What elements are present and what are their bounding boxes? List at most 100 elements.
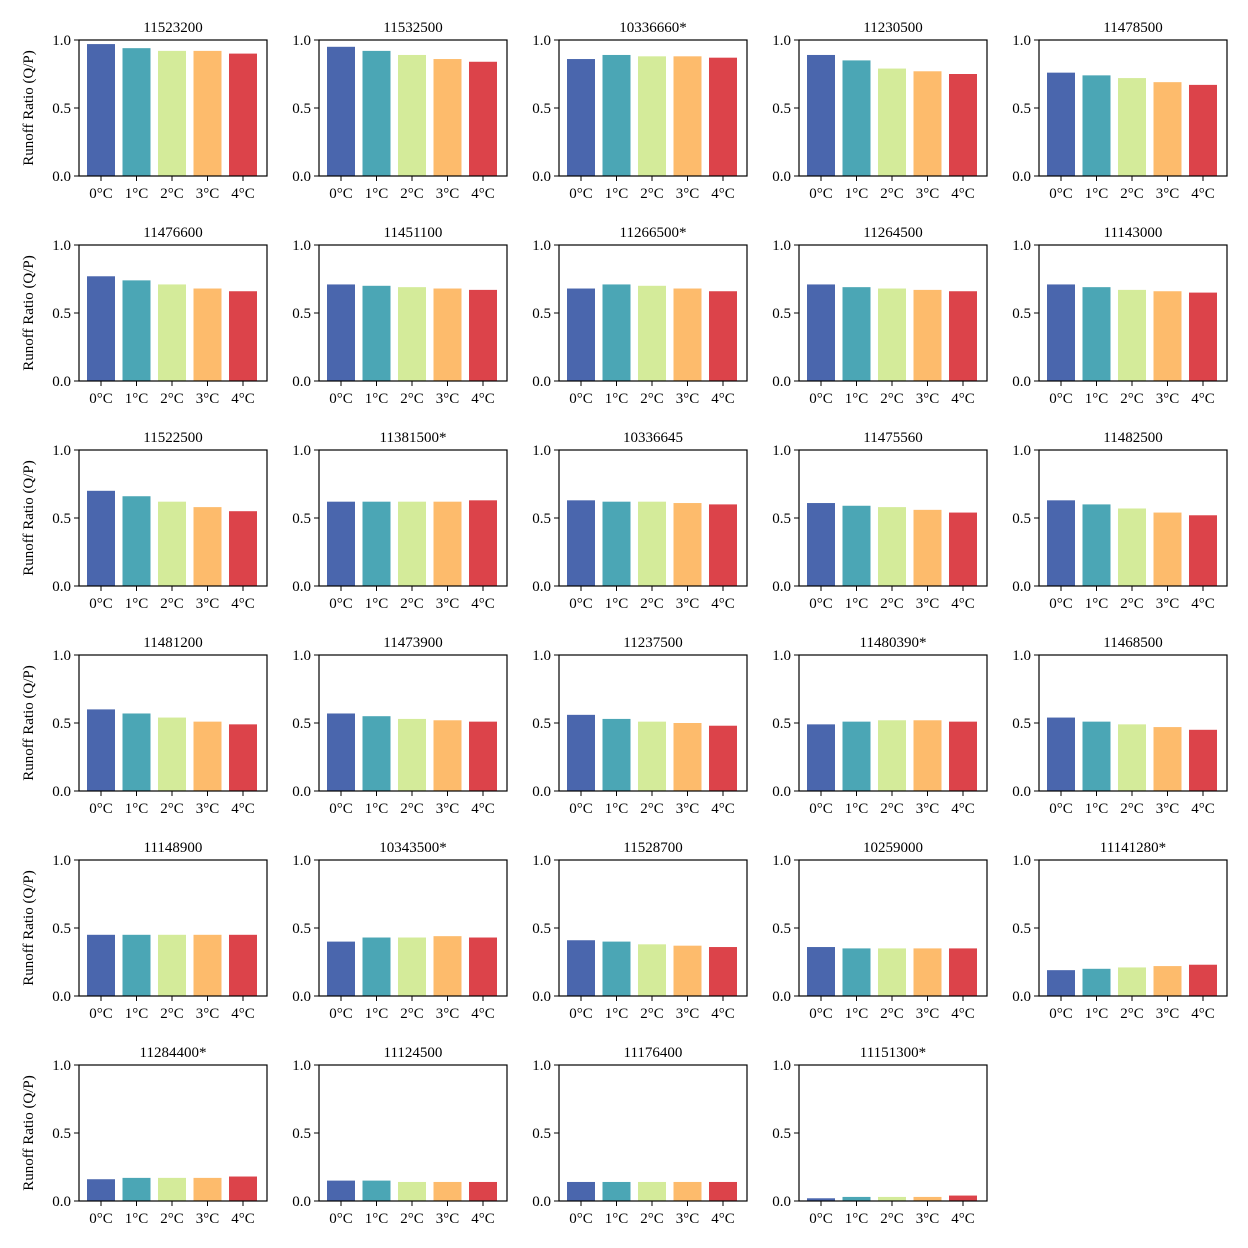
bar-5 (949, 291, 977, 381)
bar-1 (1047, 284, 1075, 381)
x-tick-label: 2°C (1120, 596, 1144, 612)
y-tick-label: 0.0 (532, 579, 551, 595)
bar-3 (878, 68, 906, 176)
x-tick-label: 2°C (640, 596, 664, 612)
bar-1 (1047, 500, 1075, 586)
x-tick-label: 2°C (400, 1006, 424, 1022)
bar-3 (398, 287, 426, 381)
x-tick-label: 0°C (809, 801, 833, 817)
y-axis-label: Runoff Ratio (Q/P) (21, 460, 37, 576)
axes-frame (798, 1064, 988, 1202)
x-tick-label: 4°C (1191, 801, 1215, 817)
bar-2 (842, 60, 871, 176)
bar-5 (949, 512, 977, 586)
chart-panel-8: 11266500* 0.0 0.5 1.0 0°C 1°C 2°C 3°C 4°C (532, 225, 748, 407)
bar-2 (1082, 721, 1111, 791)
bar-5 (469, 1181, 497, 1201)
bar-5 (709, 291, 737, 381)
y-tick-label: 1.0 (292, 648, 311, 664)
bar-2 (1082, 287, 1111, 381)
bar-3 (638, 1181, 666, 1201)
panel-title: 11176400 (624, 1045, 683, 1061)
bar-2 (602, 718, 631, 791)
y-tick-label: 0.5 (532, 511, 551, 527)
panel-title: 11151300* (860, 1045, 926, 1061)
chart-panel-17: 11473900 0.0 0.5 1.0 0°C 1°C 2°C 3°C 4°C (292, 635, 508, 817)
bar-3 (158, 934, 186, 996)
y-tick-label: 0.5 (532, 306, 551, 322)
y-axis-label: Runoff Ratio (Q/P) (21, 665, 37, 781)
x-tick-label: 0°C (809, 1006, 833, 1022)
panel-title: 11124500 (384, 1045, 443, 1061)
y-tick-label: 0.0 (772, 374, 791, 390)
bar-5 (709, 947, 737, 996)
x-tick-label: 1°C (845, 1006, 869, 1022)
x-tick-label: 4°C (711, 1006, 735, 1022)
bar-5 (709, 1181, 737, 1201)
x-tick-label: 2°C (400, 596, 424, 612)
y-tick-label: 0.0 (292, 169, 311, 185)
bar-1 (567, 59, 595, 176)
x-tick-label: 2°C (880, 391, 904, 407)
chart-panel-12: 11381500* 0.0 0.5 1.0 0°C 1°C 2°C 3°C 4°C (292, 430, 508, 612)
bar-1 (567, 500, 595, 586)
x-tick-label: 2°C (880, 596, 904, 612)
y-tick-label: 0.0 (292, 989, 311, 1005)
x-tick-label: 1°C (125, 1006, 149, 1022)
x-tick-label: 0°C (89, 1211, 113, 1227)
bar-1 (1047, 970, 1075, 996)
bar-3 (1118, 724, 1146, 791)
bar-5 (709, 725, 737, 791)
bar-3 (878, 288, 906, 381)
bar-2 (602, 501, 631, 586)
x-tick-label: 4°C (711, 801, 735, 817)
bar-4 (913, 1196, 942, 1201)
bar-4 (913, 948, 942, 996)
y-tick-label: 0.5 (772, 1126, 791, 1142)
x-tick-label: 3°C (196, 186, 220, 202)
chart-panel-9: 11264500 0.0 0.5 1.0 0°C 1°C 2°C 3°C 4°C (772, 225, 988, 407)
x-tick-label: 3°C (436, 596, 460, 612)
chart-panel-29: 11151300* 0.0 0.5 1.0 0°C 1°C 2°C 3°C 4°C (772, 1045, 988, 1227)
x-tick-label: 4°C (231, 1211, 255, 1227)
x-tick-label: 2°C (160, 1211, 184, 1227)
chart-panel-28: 11176400 0.0 0.5 1.0 0°C 1°C 2°C 3°C 4°C (532, 1045, 748, 1227)
y-tick-label: 1.0 (532, 238, 551, 254)
y-tick-label: 0.5 (292, 101, 311, 117)
x-tick-label: 4°C (1191, 186, 1215, 202)
bar-3 (398, 937, 426, 996)
x-tick-label: 0°C (89, 391, 113, 407)
x-tick-label: 3°C (436, 1006, 460, 1022)
bar-3 (158, 501, 186, 586)
x-tick-label: 1°C (605, 801, 629, 817)
y-tick-label: 0.0 (1012, 374, 1031, 390)
x-tick-label: 1°C (605, 1211, 629, 1227)
y-tick-label: 1.0 (772, 443, 791, 459)
bar-3 (878, 948, 906, 996)
x-tick-label: 1°C (365, 1211, 389, 1227)
y-tick-label: 0.0 (52, 1194, 71, 1210)
bar-2 (362, 285, 391, 381)
x-tick-label: 1°C (845, 1211, 869, 1227)
chart-panel-6: 11476600 0.0 0.5 1.0 0°C 1°C 2°C 3°C 4°C Runoff R… (21, 225, 268, 407)
x-tick-label: 4°C (471, 186, 495, 202)
bar-2 (362, 50, 391, 176)
panel-title: 11451100 (384, 225, 443, 241)
y-tick-label: 1.0 (1012, 238, 1031, 254)
bar-3 (1118, 78, 1146, 176)
bar-1 (807, 503, 835, 586)
y-tick-label: 0.0 (1012, 784, 1031, 800)
y-tick-label: 1.0 (532, 648, 551, 664)
chart-panel-13: 10336645 0.0 0.5 1.0 0°C 1°C 2°C 3°C 4°C (532, 430, 748, 612)
x-tick-label: 4°C (951, 1006, 975, 1022)
x-tick-label: 0°C (1049, 801, 1073, 817)
chart-panel-21: 11148900 0.0 0.5 1.0 0°C 1°C 2°C 3°C 4°C Runoff R… (21, 840, 268, 1022)
bar-3 (638, 721, 666, 791)
bar-4 (433, 59, 462, 176)
bar-5 (1189, 84, 1217, 176)
bar-2 (362, 937, 391, 996)
bar-1 (567, 1181, 595, 1201)
y-tick-label: 0.0 (532, 784, 551, 800)
chart-panel-27: 11124500 0.0 0.5 1.0 0°C 1°C 2°C 3°C 4°C (292, 1045, 508, 1227)
bar-2 (602, 941, 631, 996)
